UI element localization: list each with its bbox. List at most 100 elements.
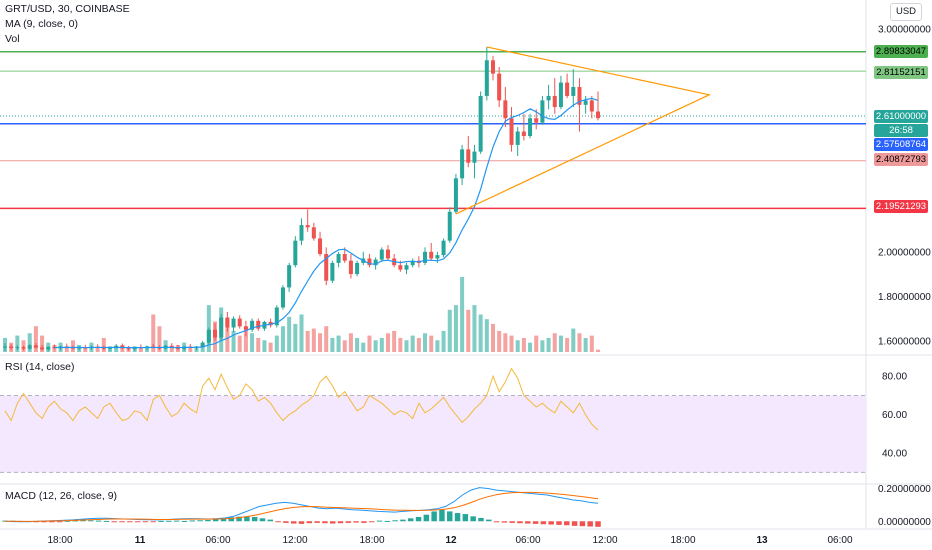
candle-body [441, 240, 446, 256]
candle-body [478, 95, 483, 152]
macd-histogram-bar [439, 509, 445, 522]
volume-bar [250, 333, 255, 352]
macd-histogram-bar [220, 517, 227, 522]
candle-body [546, 95, 551, 101]
candle-body [46, 346, 51, 350]
volume-bar [466, 309, 471, 352]
signal-line [5, 491, 599, 522]
volume-bar [429, 335, 434, 352]
volume-bar [577, 333, 582, 352]
currency-button[interactable]: USD [890, 3, 922, 21]
candle-body [206, 329, 211, 343]
price-tag-green-top: 2.89833047 [874, 45, 928, 58]
volume-bar [490, 323, 495, 352]
macd-histogram-bar [400, 519, 406, 522]
candle-body [126, 348, 131, 350]
price-tick-label: 1.80000000 [878, 292, 931, 303]
candle-body [515, 131, 520, 145]
volume-bar [188, 346, 193, 352]
macd-histogram-bar [525, 521, 531, 524]
volume-bar [114, 347, 119, 352]
volume-bar [305, 330, 310, 352]
macd-histogram-bar [517, 521, 523, 524]
macd-histogram-bar [181, 520, 188, 522]
candle-body [299, 225, 304, 241]
macd-histogram-bar [353, 521, 359, 523]
macd-histogram-bar [251, 516, 258, 522]
macd-histogram-bar [587, 521, 593, 527]
candle-body [429, 251, 434, 259]
candle-body [404, 265, 409, 270]
volume-bar [157, 326, 162, 352]
candle-body [287, 265, 292, 288]
macd-histogram-bar [150, 521, 156, 523]
time-tick-label: 06:00 [827, 535, 852, 546]
ma-legend: MA (9, close, 0) [5, 18, 78, 30]
macd-tick-label: 0.00000000 [878, 517, 931, 528]
volume-bar [509, 335, 514, 352]
candle-body [490, 60, 495, 74]
time-tick-label: 18:00 [359, 535, 384, 546]
macd-line [4, 487, 599, 523]
rsi-legend: RSI (14, close) [5, 361, 75, 373]
volume-bar [145, 347, 150, 352]
macd-histogram-bar [532, 521, 539, 524]
macd-histogram-bar [189, 520, 195, 522]
macd-tick-label: 0.20000000 [878, 484, 931, 495]
candle-body [528, 118, 533, 137]
macd-histogram-bar [64, 520, 71, 522]
macd-histogram-bar [142, 521, 149, 523]
candle-body [330, 262, 335, 281]
macd-histogram-bar [447, 511, 453, 522]
macd-histogram-bar [95, 520, 102, 522]
moving-average-line [54, 97, 599, 349]
candle-body [336, 254, 341, 263]
candle-body [40, 347, 45, 350]
candle-body [558, 82, 563, 108]
price-tag-green-second: 2.81152151 [874, 66, 928, 79]
macd-histogram-bar [564, 521, 570, 526]
candle-body [213, 329, 218, 338]
candle-body [373, 259, 378, 266]
candle-body [466, 149, 471, 163]
candle-body [348, 260, 353, 275]
macd-histogram-bar [486, 519, 492, 522]
candle-body [9, 346, 14, 348]
volume-bar [348, 333, 353, 352]
volume-bar [95, 347, 100, 352]
macd-histogram-bar [212, 518, 219, 522]
volume-bar [528, 342, 533, 352]
volume-bar [398, 337, 403, 352]
macd-histogram-bar [88, 520, 94, 522]
macd-histogram-bar [111, 521, 117, 523]
candle-body [367, 258, 372, 266]
macd-histogram-bar [595, 521, 601, 527]
macd-histogram-bar [197, 520, 203, 522]
volume-bar [571, 328, 576, 352]
candle-body [423, 251, 428, 263]
candle-body [552, 95, 557, 108]
candle-body [27, 345, 32, 349]
candle-body [472, 151, 477, 163]
volume-bar [83, 347, 88, 352]
macd-histogram-bar [431, 511, 437, 522]
volume-bar [237, 335, 242, 352]
volume-bar [416, 337, 421, 352]
candle-body [243, 326, 248, 330]
candle-body [256, 320, 261, 329]
price-tag-countdown: 26:58 [874, 124, 928, 137]
candle-body [225, 317, 230, 328]
volume-bar [256, 337, 261, 352]
macd-histogram-bar [478, 517, 484, 522]
volume-bar [595, 349, 601, 352]
candle-body [342, 254, 347, 261]
macd-histogram-bar [408, 518, 414, 522]
macd-histogram-bar [134, 521, 141, 523]
volume-bar [441, 330, 446, 352]
macd-histogram-bar [329, 521, 336, 524]
time-tick-label: 06:00 [515, 535, 540, 546]
volume-bar [280, 326, 285, 352]
candle-body [540, 100, 545, 123]
macd-histogram-bar [267, 519, 274, 522]
